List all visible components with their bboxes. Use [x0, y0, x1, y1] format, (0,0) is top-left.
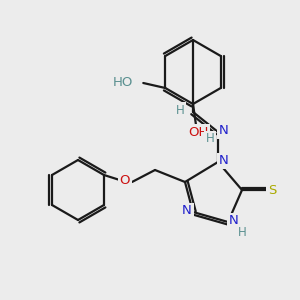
Text: N: N — [219, 124, 229, 137]
Text: H: H — [238, 226, 246, 238]
Text: OH: OH — [188, 125, 208, 139]
Text: HO: HO — [113, 76, 133, 89]
Text: S: S — [268, 184, 276, 196]
Text: H: H — [176, 103, 184, 116]
Text: O: O — [120, 175, 130, 188]
Text: H: H — [206, 133, 214, 146]
Text: N: N — [219, 154, 229, 167]
Text: N: N — [229, 214, 239, 227]
Text: N: N — [182, 205, 192, 218]
